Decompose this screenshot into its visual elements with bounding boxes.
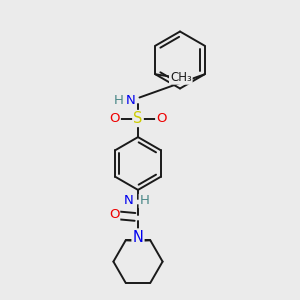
Text: H: H (114, 94, 123, 107)
Text: CH₃: CH₃ (170, 71, 192, 84)
Text: O: O (110, 112, 120, 125)
Text: N: N (124, 194, 134, 208)
Text: O: O (109, 208, 119, 221)
Text: O: O (156, 112, 167, 125)
Text: N: N (133, 230, 143, 244)
Text: N: N (126, 94, 135, 107)
Text: S: S (133, 111, 143, 126)
Text: H: H (140, 194, 149, 208)
